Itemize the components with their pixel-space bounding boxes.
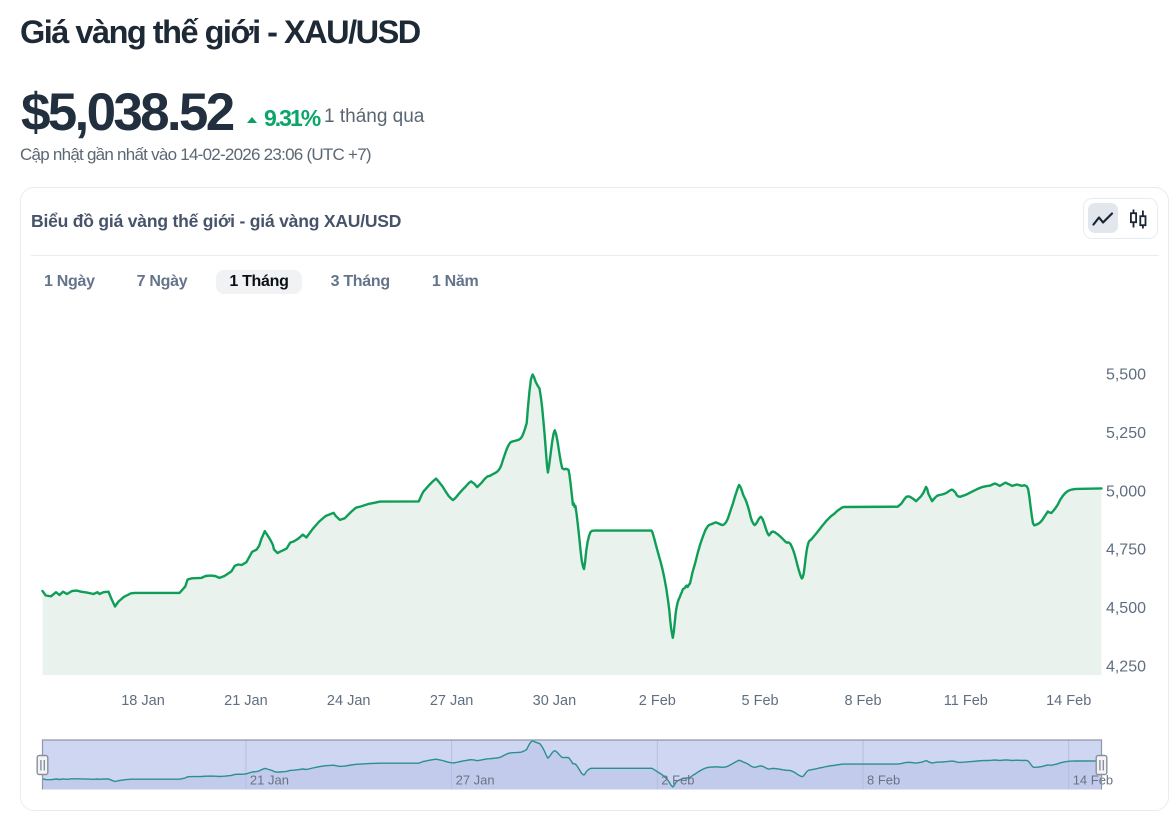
svg-text:8 Feb: 8 Feb (867, 773, 900, 788)
svg-text:14 Feb: 14 Feb (1046, 693, 1091, 709)
svg-text:5,500: 5,500 (1106, 367, 1146, 384)
svg-text:27 Jan: 27 Jan (456, 773, 495, 788)
svg-text:5,250: 5,250 (1106, 425, 1146, 442)
svg-text:4,500: 4,500 (1106, 600, 1146, 617)
svg-text:14 Feb: 14 Feb (1073, 773, 1113, 788)
svg-text:8 Feb: 8 Feb (844, 693, 881, 709)
svg-text:21 Jan: 21 Jan (250, 773, 289, 788)
svg-text:21 Jan: 21 Jan (224, 693, 268, 709)
svg-text:30 Jan: 30 Jan (533, 693, 577, 709)
svg-text:11 Feb: 11 Feb (944, 693, 988, 709)
svg-text:4,250: 4,250 (1106, 659, 1146, 676)
svg-text:24 Jan: 24 Jan (327, 693, 371, 709)
svg-text:5,000: 5,000 (1106, 483, 1146, 500)
svg-text:2 Feb: 2 Feb (661, 773, 694, 788)
svg-text:18 Jan: 18 Jan (121, 693, 165, 709)
svg-text:2 Feb: 2 Feb (639, 693, 676, 709)
svg-text:5 Feb: 5 Feb (742, 693, 779, 709)
svg-text:27 Jan: 27 Jan (430, 693, 474, 709)
svg-text:4,750: 4,750 (1106, 542, 1146, 559)
